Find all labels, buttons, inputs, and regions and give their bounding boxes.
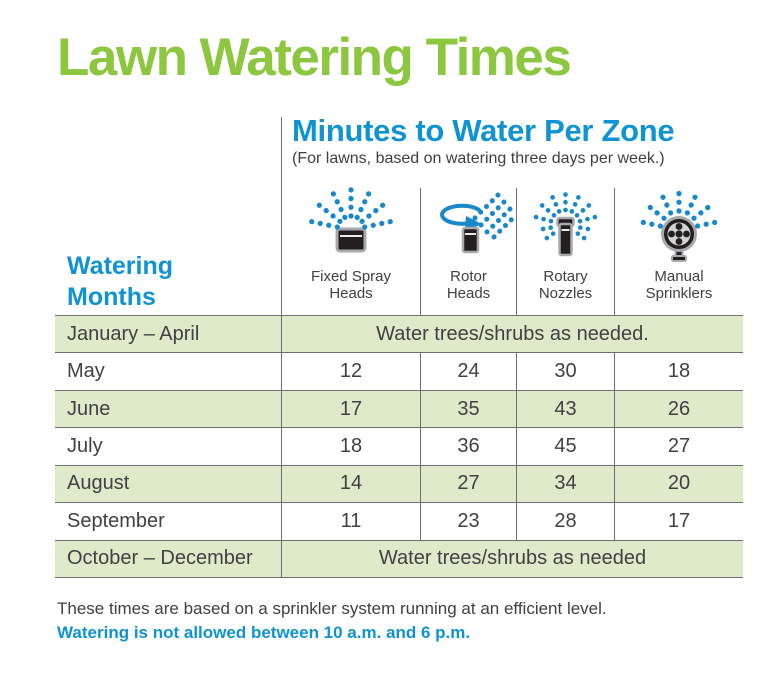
value-cell: 18 <box>281 428 420 465</box>
table-row: January – April Water trees/shrubs as nee… <box>55 316 743 354</box>
spray-dots <box>534 198 557 218</box>
spray-dots <box>577 225 598 233</box>
spray-dots <box>359 200 389 224</box>
table-row: September 11 23 28 17 <box>55 503 743 541</box>
value-cell: 23 <box>420 503 516 540</box>
value-cell: 43 <box>516 390 614 428</box>
manual-sprinklers-icon <box>635 184 723 262</box>
spray-dots <box>533 225 554 233</box>
sprinkler-nozzle <box>335 227 367 253</box>
spray-dots <box>354 187 373 221</box>
footer-restriction: Watering is not allowed between 10 a.m. … <box>57 623 471 642</box>
value-cell: 18 <box>614 353 743 390</box>
rotation-arrow <box>440 203 481 226</box>
spray-dots <box>569 189 584 214</box>
column-label: Rotary Nozzles <box>538 268 593 302</box>
column-header-fixed-spray-heads: Fixed Spray Heads <box>282 184 420 302</box>
fixed-spray-heads-icon <box>308 184 394 253</box>
row-header-line-1: Watering <box>67 252 174 280</box>
sprinkler-base <box>671 255 687 262</box>
spray-dots <box>527 213 554 224</box>
value-cell: 14 <box>281 465 420 503</box>
column-label: Rotor Heads <box>446 268 491 302</box>
rotary-nozzles-icon <box>527 185 604 257</box>
spray-dots <box>694 218 723 229</box>
value-cell: 20 <box>614 465 743 503</box>
month-cell: January – April <box>67 322 200 345</box>
column-header-manual-sprinklers: Manual Sprinklers <box>615 184 743 302</box>
table-row: August 14 27 34 20 <box>55 465 743 504</box>
column-header-rotor-heads: Rotor Heads <box>421 184 516 302</box>
head-hole <box>668 230 675 238</box>
spray-dots <box>484 206 513 235</box>
spray-dots <box>684 186 702 216</box>
spray-dots <box>362 218 394 230</box>
span-note-cell: Water trees/shrubs as needed <box>281 540 743 577</box>
sprinkler-nozzle <box>558 222 573 257</box>
head-hole <box>675 238 683 245</box>
value-cell: 27 <box>420 465 516 503</box>
month-cell: June <box>67 397 111 420</box>
rotor-heads-icon <box>440 189 515 254</box>
spray-dots <box>538 231 556 245</box>
table-row: June 17 35 43 26 <box>55 390 743 429</box>
span-note-cell: Water trees/shrubs as needed. <box>281 316 743 353</box>
spray-dots <box>329 187 348 221</box>
table-row: October – December Water trees/shrubs as … <box>55 540 743 577</box>
value-cell: 27 <box>614 428 743 465</box>
spray-dots <box>472 189 504 221</box>
value-cell: 17 <box>614 503 743 540</box>
column-header-rotary-nozzles: Rotary Nozzles <box>517 184 614 302</box>
spray-dots <box>635 218 664 229</box>
spray-dots <box>640 199 667 221</box>
spray-dots <box>574 198 597 218</box>
divider-column-2 <box>516 188 517 315</box>
table-row: May 12 24 30 18 <box>55 353 743 391</box>
value-cell: 35 <box>420 390 516 428</box>
value-cell: 36 <box>420 428 516 465</box>
head-hole <box>675 230 683 238</box>
month-cell: August <box>67 472 130 495</box>
panel-title: Minutes to Water Per Zone <box>292 113 675 148</box>
value-cell: 11 <box>281 503 420 540</box>
value-cell: 17 <box>281 390 420 428</box>
spray-dots <box>656 186 674 216</box>
column-label: Fixed Spray Heads <box>310 268 392 302</box>
footer-note: These times are based on a sprinkler sys… <box>57 599 607 618</box>
value-cell: 30 <box>516 353 614 390</box>
spray-dots <box>547 189 562 214</box>
value-cell: 28 <box>516 503 614 540</box>
spray-dots <box>478 196 510 228</box>
month-cell: September <box>67 509 165 532</box>
divider-column-1 <box>420 188 421 315</box>
watering-table: January – April Water trees/shrubs as nee… <box>55 315 743 578</box>
value-cell: 45 <box>516 428 614 465</box>
month-cell: October – December <box>67 547 253 570</box>
spray-dots <box>308 218 340 230</box>
head-hole <box>683 230 690 238</box>
value-cell: 12 <box>281 353 420 390</box>
month-cell: July <box>67 434 103 457</box>
head-hole <box>675 223 683 230</box>
row-header-line-2: Months <box>67 283 156 311</box>
sprinkler-nozzle <box>461 226 480 254</box>
divider-column-3 <box>614 188 615 315</box>
spray-dots <box>577 213 604 224</box>
value-cell: 34 <box>516 465 614 503</box>
column-label: Manual Sprinklers <box>645 268 713 302</box>
table-row: July 18 36 45 27 <box>55 428 743 466</box>
value-cell: 24 <box>420 353 516 390</box>
spray-dots <box>691 199 718 221</box>
spray-dots <box>313 200 343 224</box>
panel-subtitle: (For lawns, based on watering three days… <box>292 150 665 167</box>
divider-vertical-main <box>281 117 282 315</box>
month-cell: May <box>67 360 105 383</box>
spray-dots <box>575 231 593 245</box>
page-title: Lawn Watering Times <box>57 28 572 87</box>
value-cell: 26 <box>614 390 743 428</box>
row-header-label: Watering Months <box>67 251 173 313</box>
